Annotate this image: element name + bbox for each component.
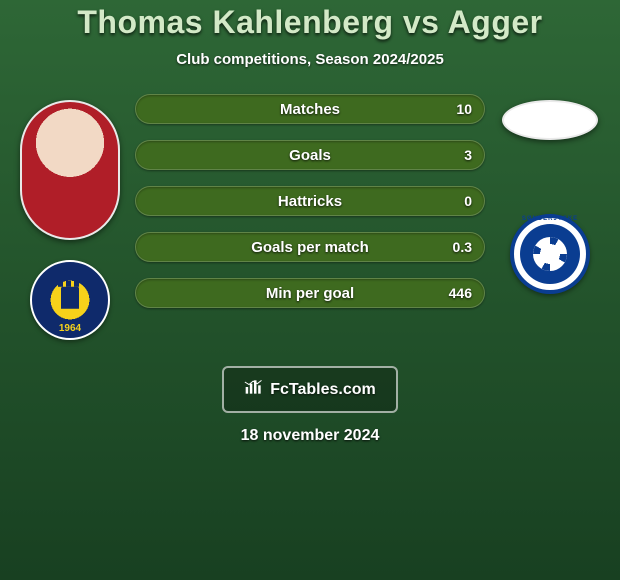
stat-right-value: 0 — [464, 187, 472, 215]
page-root: Thomas Kahlenberg vs Agger Club competit… — [0, 0, 620, 580]
page-subtitle: Club competitions, Season 2024/2025 — [176, 51, 444, 68]
watermark-label: FcTables.com — [270, 381, 376, 399]
snapshot-date: 18 november 2024 — [241, 427, 380, 445]
stat-bar: Hattricks0 — [135, 186, 485, 216]
stat-label: Goals — [136, 147, 484, 164]
stat-right-value: 10 — [456, 95, 472, 123]
crest-inner — [520, 224, 580, 284]
left-player-panel — [15, 94, 125, 340]
stat-right-value: 3 — [464, 141, 472, 169]
crest-tower-icon — [61, 287, 79, 309]
stat-label: Matches — [136, 101, 484, 118]
stat-label: Goals per match — [136, 239, 484, 256]
soccer-ball-icon — [533, 237, 567, 271]
bar-chart-icon — [244, 378, 264, 401]
stat-label: Min per goal — [136, 285, 484, 302]
right-club-crest: SØNDERJYSKE — [510, 214, 590, 294]
stat-right-value: 0.3 — [453, 233, 472, 261]
page-title: Thomas Kahlenberg vs Agger — [77, 4, 542, 41]
left-player-avatar — [20, 100, 120, 240]
stat-bar: Goals per match0.3 — [135, 232, 485, 262]
right-player-panel: SØNDERJYSKE — [495, 94, 605, 294]
stat-bar: Goals3 — [135, 140, 485, 170]
stat-bar: Min per goal446 — [135, 278, 485, 308]
stat-right-value: 446 — [449, 279, 472, 307]
comparison-main: Matches10 Goals3 Hattricks0 Goals per match… — [0, 94, 620, 340]
left-club-crest — [30, 260, 110, 340]
right-player-avatar — [502, 100, 598, 140]
watermark-badge[interactable]: FcTables.com — [222, 366, 398, 413]
stat-bars: Matches10 Goals3 Hattricks0 Goals per match… — [135, 94, 485, 308]
stat-bar: Matches10 — [135, 94, 485, 124]
stat-label: Hattricks — [136, 193, 484, 210]
